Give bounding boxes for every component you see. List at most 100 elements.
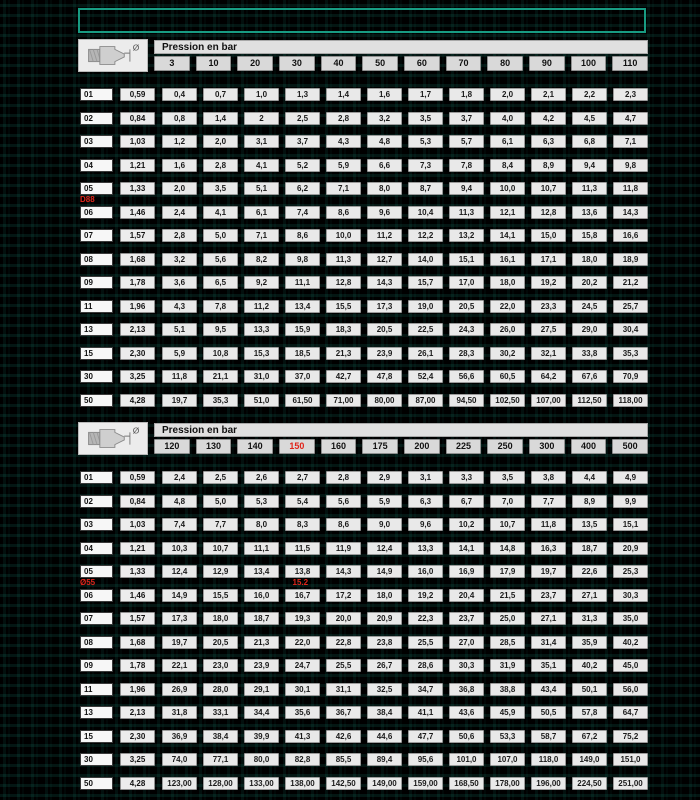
data-cell: 22,1: [162, 659, 197, 672]
data-cell: 37,0: [285, 370, 320, 383]
data-cell: 1,0: [244, 88, 279, 101]
data-cell: 151,0: [613, 753, 648, 766]
data-cell: 5,1: [244, 182, 279, 195]
table-row: 05 1,33 12,4 12,9 13,4 13,8 14,3 14,9 16,0 16,9 17…: [78, 565, 648, 578]
row-data-cells: 1,6 2,8 4,1 5,2 5,9 6,6 7,3 7,8 8,4 8,9 9,4 9,8: [162, 158, 648, 172]
data-cell: 42,6: [326, 729, 361, 743]
row-data-cells: 12,4 12,9 13,4 13,8 14,3 14,9 16,0 16,9 17,9 19,7…: [162, 565, 648, 578]
row-label-cell: 03: [80, 518, 113, 531]
data-cell: 50,6: [449, 729, 484, 743]
data-cell: 31,8: [162, 706, 197, 719]
row-value-cell: 1,21: [120, 158, 155, 172]
data-cell: 52,4: [408, 370, 443, 383]
data-cell: 2,7: [285, 471, 320, 484]
pressure-column-header: 90: [529, 56, 565, 71]
data-cell: 24,3: [449, 323, 484, 336]
data-cell: 95,6: [408, 753, 443, 766]
data-cell: 7,1: [244, 229, 279, 242]
row-label-cell: 04: [80, 541, 113, 555]
data-cell: 35,0: [613, 612, 648, 625]
data-cell: 74,0: [162, 753, 197, 766]
data-cell: 28,0: [203, 682, 238, 696]
data-cell: 25,5: [326, 659, 361, 672]
row-value-cell: 4,28: [120, 393, 155, 407]
data-cell: 9,4: [572, 158, 607, 172]
data-cell: 14,3: [326, 565, 361, 578]
data-cell: 18,7: [244, 612, 279, 625]
data-cell: 27,1: [572, 588, 607, 602]
row-value-cell: 1,96: [120, 299, 155, 313]
data-cell: 6,7: [449, 494, 484, 508]
data-cell: 1,6: [162, 158, 197, 172]
data-cell: 25,5: [408, 635, 443, 649]
data-cell: 2,8: [326, 111, 361, 125]
data-cell: 18,0: [490, 276, 525, 289]
data-cell: 178,00: [490, 776, 525, 790]
data-cell: 21,3: [326, 346, 361, 360]
data-cell: 1,8: [449, 88, 484, 101]
data-cell: 2,9: [367, 471, 402, 484]
data-cell: 35,9: [572, 635, 607, 649]
row-label-cell: 30: [80, 753, 113, 766]
data-cell: 16,0: [244, 588, 279, 602]
data-cell: 27,0: [449, 635, 484, 649]
data-cell: 4,8: [367, 135, 402, 148]
row-label-cell: 05: [80, 182, 113, 195]
data-cell: 35,1: [531, 659, 566, 672]
data-cell: 1,7: [408, 88, 443, 101]
data-cell: 24,5: [572, 299, 607, 313]
diameter-symbol: Ø: [133, 425, 140, 435]
row-data-cells: 2,8 5,0 7,1 8,6 10,0 11,2 12,2 13,2 14,1 15,0 15,8…: [162, 229, 648, 242]
data-cell: 9,8: [613, 158, 648, 172]
data-cell: 8,0: [367, 182, 402, 195]
red-annotation: Ø55: [80, 578, 96, 587]
data-cell: 89,4: [367, 753, 402, 766]
row-value-cell: 0,84: [120, 111, 155, 125]
pressure-column-header: 130: [195, 439, 232, 454]
data-cell: 128,00: [203, 776, 238, 790]
data-cell: 6,3: [531, 135, 566, 148]
data-cell: 15,1: [449, 252, 484, 266]
table-row: 09 1,78 3,6 6,5 9,2 11,1 12,8 14,3 15,7 17,0 18,0 1…: [78, 276, 648, 289]
data-cell: 2: [244, 111, 279, 125]
data-cell: 4,5: [572, 111, 607, 125]
table-row: 06 1,46 14,9 15,5 16,0 16,7 17,2 18,0 19,2 20,4 21…: [78, 588, 648, 602]
data-cell: 34,7: [408, 682, 443, 696]
row-value-cell: 0,59: [120, 471, 155, 484]
data-cell: 11,5: [285, 541, 320, 555]
data-cell: 22,0: [490, 299, 525, 313]
data-cell: 87,00: [408, 393, 443, 407]
data-cell: 14,8: [490, 541, 525, 555]
data-cell: 0,8: [162, 111, 197, 125]
row-label-cell: 13: [80, 706, 113, 719]
table-row: 06 1,46 2,4 4,1 6,1 7,4 8,6 9,6 10,4 11,3 12,1 12,8…: [78, 205, 648, 219]
data-cell: 32,1: [531, 346, 566, 360]
row-label-cell: 30: [80, 370, 113, 383]
row-value-cell: 1,46: [120, 588, 155, 602]
data-cell: 50,1: [572, 682, 607, 696]
pressure-column-header: 50: [362, 56, 398, 71]
row-value-cell: 3,25: [120, 370, 155, 383]
data-cell: 23,3: [531, 299, 566, 313]
data-cell: 9,2: [244, 276, 279, 289]
row-data-cells: 14,9 15,5 16,0 16,7 17,2 18,0 19,2 20,4 21,5 23,7…: [162, 588, 648, 602]
data-cell: 5,0: [203, 494, 238, 508]
data-cell: 28,6: [408, 659, 443, 672]
data-cell: 7,4: [162, 518, 197, 531]
row-data-cells: 2,0 3,5 5,1 6,2 7,1 8,0 8,7 9,4 10,0 10,7 11,3 11,8: [162, 182, 648, 195]
data-cell: 11,2: [244, 299, 279, 313]
data-cell: 15,3: [244, 346, 279, 360]
data-cell: 5,9: [367, 494, 402, 508]
data-cell: 14,9: [162, 588, 197, 602]
row-label-cell: 01: [80, 88, 113, 101]
data-cell: 16,7: [285, 588, 320, 602]
data-cell: 26,7: [367, 659, 402, 672]
data-cell: 1,3: [285, 88, 320, 101]
row-label-cell: 06: [80, 205, 113, 219]
row-value-cell: 1,57: [120, 612, 155, 625]
data-cell: 2,1: [531, 88, 566, 101]
data-cell: 20,5: [449, 299, 484, 313]
data-cell: 29,0: [572, 323, 607, 336]
data-cell: 2,8: [203, 158, 238, 172]
pressure-column-header: 20: [237, 56, 273, 71]
